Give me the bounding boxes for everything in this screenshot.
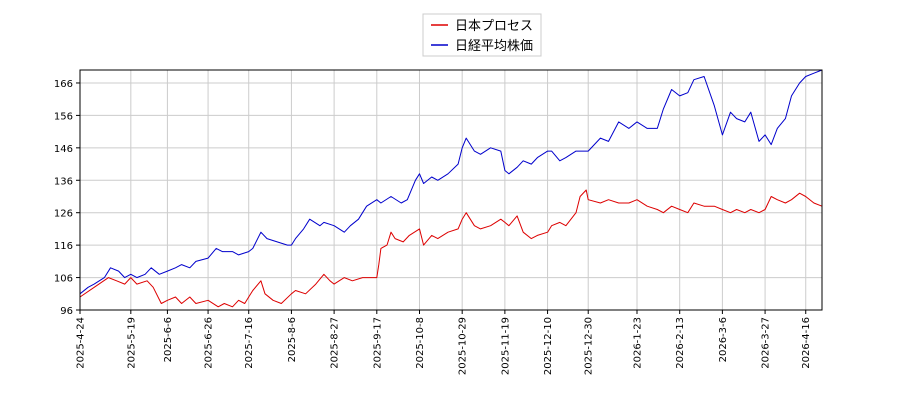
y-tick-label: 126 <box>54 209 73 220</box>
legend-label-series-1: 日本プロセス <box>455 19 533 34</box>
series-line-1 <box>79 189 823 308</box>
x-tick-label: 2025-10-8 <box>415 317 426 369</box>
y-tick-label: 96 <box>60 306 73 317</box>
x-tick-label: 2026-1-23 <box>633 317 644 369</box>
x-tick-label: 2025-6-6 <box>163 317 174 362</box>
legend: 日本プロセス 日経平均株価 <box>422 13 542 57</box>
x-tick-label: 2025-11-19 <box>500 317 511 375</box>
x-tick-label: 2025-5-19 <box>126 317 137 369</box>
y-tick-label: 116 <box>54 241 73 252</box>
x-tick-label: 2025-12-30 <box>584 317 595 375</box>
series-layer <box>79 69 823 308</box>
x-tick-label: 2026-3-27 <box>761 317 772 369</box>
x-tick-label: 2025-4-24 <box>76 317 87 369</box>
x-tick-label: 2025-8-27 <box>330 317 341 369</box>
series-line-2 <box>79 69 823 295</box>
x-axis-ticks: 2025-4-24 2025-5-19 2025-6-6 2025-6-26 2025-… <box>76 310 812 375</box>
x-tick-label: 2026-4-16 <box>801 317 812 369</box>
x-tick-label: 2025-12-10 <box>543 317 554 375</box>
y-tick-label: 146 <box>54 144 73 155</box>
x-tick-label: 2025-6-26 <box>204 317 215 369</box>
x-tick-label: 2026-3-6 <box>718 317 729 362</box>
y-tick-label: 156 <box>54 111 73 122</box>
legend-label-series-2: 日経平均株価 <box>455 39 533 54</box>
x-tick-label: 2025-8-6 <box>287 317 298 362</box>
y-axis-ticks: 96 106 116 126 136 146 156 166 <box>54 79 80 317</box>
y-tick-label: 136 <box>54 176 73 187</box>
legend-box <box>422 13 542 57</box>
plot-frame <box>79 69 823 311</box>
x-tick-label: 2025-9-17 <box>372 317 383 369</box>
y-tick-label: 166 <box>54 79 73 90</box>
x-tick-label: 2025-10-29 <box>458 317 469 375</box>
x-tick-label: 2025-7-16 <box>244 317 255 369</box>
y-tick-label: 106 <box>54 274 73 285</box>
x-tick-label: 2026-2-13 <box>675 317 686 369</box>
